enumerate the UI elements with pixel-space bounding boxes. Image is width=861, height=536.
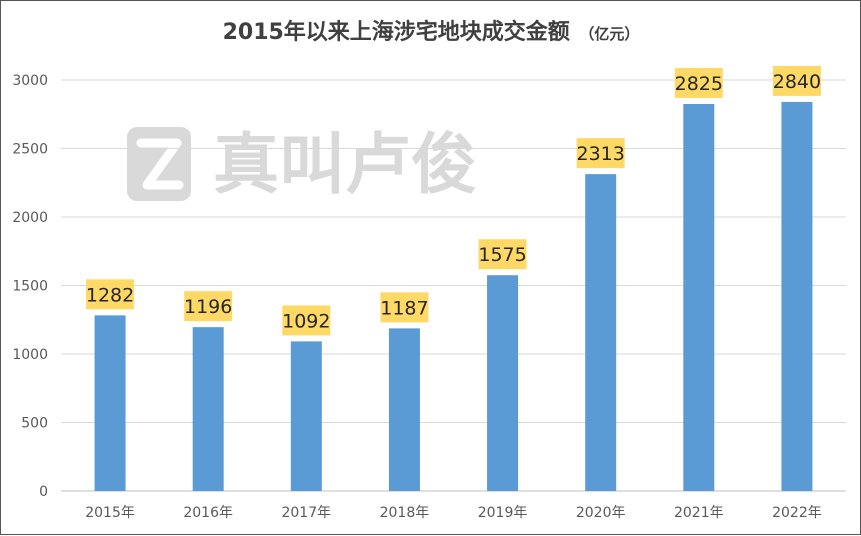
y-axis-ticks: 0 500 1000 1500 2000 2500 3000 bbox=[12, 73, 48, 500]
bar bbox=[585, 174, 617, 491]
data-label-bg bbox=[674, 67, 723, 98]
y-tick-label: 2500 bbox=[12, 142, 48, 158]
chart-title-main: 2015年以来上海涉宅地块成交金额 bbox=[223, 19, 570, 45]
data-label: 2313 bbox=[577, 143, 625, 165]
data-label-bg bbox=[772, 65, 821, 96]
data-label: 1282 bbox=[86, 284, 134, 306]
data-label-bg bbox=[282, 305, 331, 336]
data-label: 1092 bbox=[282, 310, 330, 332]
x-tick-label: 2015年 bbox=[85, 505, 135, 521]
bar bbox=[388, 328, 420, 491]
data-label: 1575 bbox=[478, 244, 526, 266]
x-tick-label: 2016年 bbox=[183, 505, 233, 521]
x-tick-label: 2018年 bbox=[380, 505, 430, 521]
watermark-logo-icon bbox=[127, 127, 191, 201]
x-tick-label: 2017年 bbox=[281, 505, 331, 521]
bar bbox=[683, 103, 715, 491]
data-label-bg bbox=[478, 239, 527, 270]
bar bbox=[487, 275, 519, 491]
x-tick-label: 2019年 bbox=[478, 505, 528, 521]
data-label-bg bbox=[86, 279, 135, 310]
data-label-bg bbox=[380, 292, 429, 323]
y-tick-label: 1000 bbox=[12, 347, 48, 363]
bar bbox=[781, 101, 813, 492]
watermark: 真叫卢俊 bbox=[127, 126, 477, 203]
data-label: 2840 bbox=[773, 71, 821, 93]
bar bbox=[290, 341, 322, 491]
chart-title-unit: （亿元） bbox=[579, 25, 639, 43]
y-tick-label: 1500 bbox=[12, 279, 48, 295]
bar bbox=[94, 315, 126, 491]
data-label-bg bbox=[576, 138, 625, 169]
x-tick-label: 2021年 bbox=[674, 505, 724, 521]
x-axis-ticks: 2015年 2016年 2017年 2018年 2019年 2020年 2021年 2022年 bbox=[85, 505, 822, 521]
y-tick-label: 3000 bbox=[12, 73, 48, 89]
bars bbox=[94, 101, 813, 492]
data-label: 1196 bbox=[184, 296, 232, 318]
x-tick-label: 2020年 bbox=[576, 505, 626, 521]
y-tick-label: 500 bbox=[21, 416, 48, 432]
y-tick-label: 0 bbox=[39, 484, 48, 500]
data-label: 2825 bbox=[675, 73, 723, 95]
chart-title: 2015年以来上海涉宅地块成交金额 （亿元） bbox=[223, 19, 640, 45]
data-labels: 1282 1196 1092 1187 1575 2313 2825 2840 bbox=[86, 65, 821, 336]
x-tick-label: 2022年 bbox=[772, 505, 822, 521]
data-label-bg bbox=[184, 291, 233, 322]
y-tick-label: 2000 bbox=[12, 210, 48, 226]
data-label: 1187 bbox=[380, 297, 428, 319]
bar bbox=[192, 327, 224, 491]
watermark-text: 真叫卢俊 bbox=[213, 126, 477, 203]
